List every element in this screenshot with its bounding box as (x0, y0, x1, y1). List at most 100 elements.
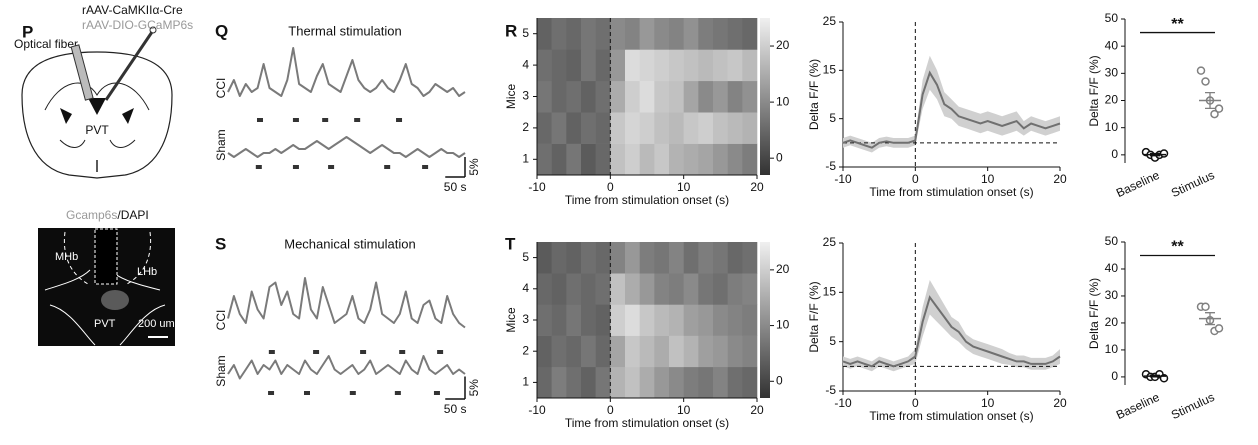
heatmap-cell (713, 304, 728, 336)
heatmap-cell (742, 49, 758, 82)
heatmap-cell (727, 366, 743, 399)
heatmap-cell (742, 80, 758, 113)
heatmap-cell (713, 112, 728, 144)
heatmap-cell (551, 112, 567, 144)
y-axis-label: Delta F/F (%) (807, 281, 821, 352)
x-axis-label: Time from stimulation onset (s) (565, 416, 729, 430)
y-tick-label: 4 (522, 281, 529, 295)
significance-label: ** (1171, 239, 1184, 256)
heatmap-cell (595, 242, 611, 274)
y-tick-label: 15 (823, 63, 837, 77)
heatmap-cell (727, 80, 743, 113)
heatmap-cell (595, 143, 611, 176)
heatmap-cell (551, 335, 567, 368)
heatmap-cell (654, 143, 670, 176)
heatmap-cell (742, 366, 758, 399)
mean-line (842, 70, 1061, 149)
y-tick-label: -5 (825, 159, 836, 173)
heatmap-cell (595, 335, 611, 368)
trace (227, 355, 466, 380)
colorbar-tick-label: 10 (776, 94, 790, 108)
heatmap-cell (566, 366, 582, 399)
colorbar-tick-label: 0 (776, 373, 783, 387)
series-label: Sham (214, 355, 228, 386)
injection-needle (104, 31, 154, 101)
brain-structure (59, 139, 136, 148)
stimulus-marker (292, 118, 299, 122)
heatmap-cell (683, 49, 699, 82)
x-tick-label: 0 (912, 172, 919, 186)
heatmap-cell (610, 80, 626, 113)
y-tick-label: 1 (522, 151, 529, 165)
histology-outline (44, 269, 166, 346)
heatmap-cell (581, 273, 596, 305)
panel-letter: R (505, 21, 517, 40)
heatmap-cell (683, 143, 699, 176)
y-tick-label: 40 (1105, 38, 1119, 52)
data-point (1196, 66, 1206, 75)
colorbar-tick-label: 0 (776, 150, 783, 164)
sem-bar (1150, 152, 1160, 157)
heatmap-cell (727, 273, 743, 305)
heatmap-cell (595, 49, 611, 82)
x-tick-label: 10 (981, 396, 995, 410)
heatmap-cell (669, 335, 684, 368)
colorbar-tick-label: 10 (776, 318, 790, 332)
y-tick-label: 4 (522, 57, 529, 71)
stimulus-marker (292, 165, 299, 169)
x-tick-label: 0 (912, 396, 919, 410)
heatmap-cell (581, 335, 596, 368)
virus-label: rAAV-CaMKIIα-Cre (82, 3, 183, 17)
y-tick-label: -5 (825, 383, 836, 397)
trace (227, 136, 466, 158)
fiber-track (94, 228, 118, 285)
y-tick-label: 10 (1105, 120, 1119, 134)
habenula-outline (63, 231, 152, 286)
heatmap-cell (713, 18, 728, 50)
stimulus-marker (268, 391, 275, 395)
panel-p: P rAAV-CaMKIIα-Cre rAAV-DIO-GCaMP6s Opti… (14, 3, 193, 346)
y-tick-label: 0 (1111, 369, 1118, 383)
heatmap-cell (625, 335, 640, 368)
heatmap-cell (551, 273, 567, 305)
stimulus-marker (354, 118, 361, 122)
heatmap-cell (625, 80, 640, 113)
panel-title: Thermal stimulation (288, 23, 401, 38)
heatmap-cell (537, 273, 552, 305)
heatmap-cell (639, 49, 655, 82)
data-point (1210, 109, 1219, 119)
y-tick-label: 0 (1111, 147, 1118, 161)
stain-gcamp: Gcamp6s (66, 208, 117, 222)
heatmap-cell (610, 366, 626, 399)
heatmap-cell (595, 366, 611, 399)
series-label: CCI (214, 78, 228, 99)
x-tick-label: 10 (677, 180, 691, 194)
heatmap-cell (698, 242, 714, 274)
heatmap-cell (551, 366, 567, 399)
stimulus-marker (256, 118, 263, 122)
heatmap-cell (537, 18, 552, 50)
heatmap-cell (698, 112, 714, 144)
y-tick-label: 5 (522, 250, 529, 264)
heatmap-cell (669, 112, 684, 144)
heatmap-cell (742, 18, 758, 50)
category-label: Stimulus (1169, 390, 1217, 422)
heatmap-cell (639, 304, 655, 336)
heatmap-cell (669, 49, 684, 82)
x-tick-label: 20 (1053, 396, 1067, 410)
heatmap-cell (610, 335, 626, 368)
scale-bar-label: 50 s (444, 402, 467, 416)
heatmap-cell (625, 273, 640, 305)
heatmap-cell (654, 18, 670, 50)
heatmap-cell (595, 304, 611, 336)
heatmap-cell (581, 18, 596, 50)
brain-outline (21, 51, 173, 179)
y-tick-label: 20 (1105, 93, 1119, 107)
heatmap-cell (742, 273, 758, 305)
heatmap-cell (698, 18, 714, 50)
heatmap-cell (610, 18, 626, 50)
heatmap-cell (595, 273, 611, 305)
stain-dapi: /DAPI (117, 208, 148, 222)
heatmap-cell (625, 49, 640, 82)
pvt-label: PVT (94, 318, 116, 330)
